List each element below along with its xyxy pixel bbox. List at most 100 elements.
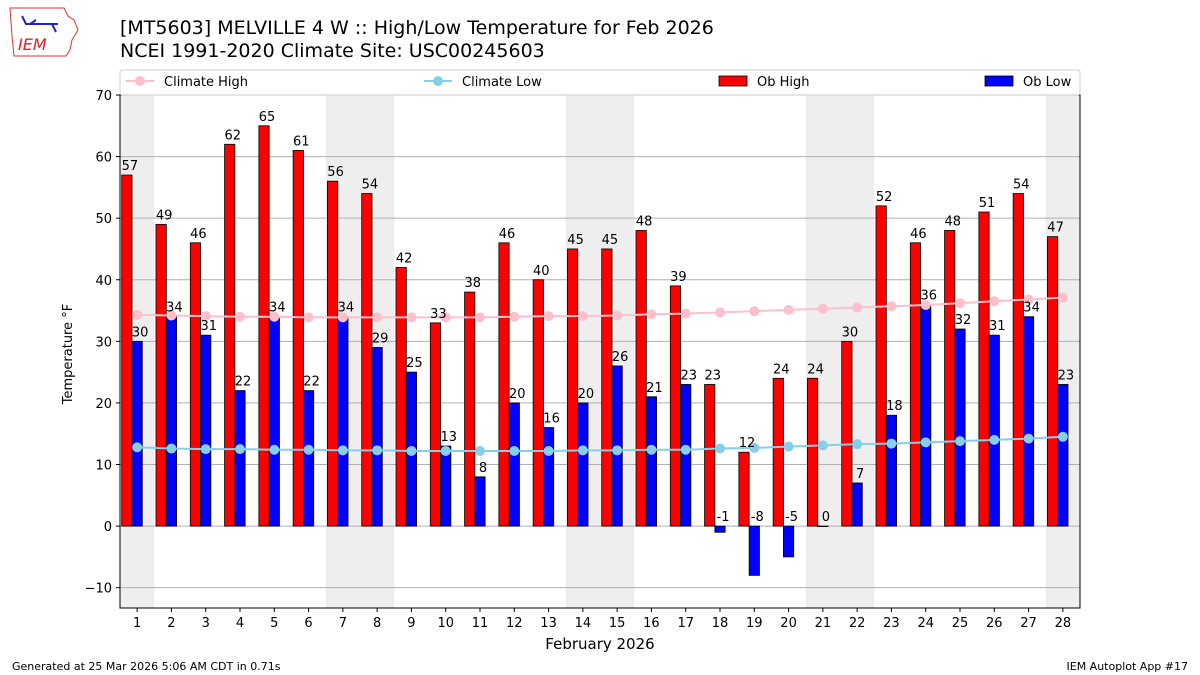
climate-low-point <box>543 445 554 456</box>
ob-high-bar <box>189 242 201 527</box>
ob-high-bar <box>601 248 613 527</box>
legend-climate-high: Climate High <box>164 75 248 90</box>
climate-low-point <box>715 443 725 454</box>
ob-high-bar <box>292 150 304 527</box>
x-tick-label: 16 <box>643 616 660 631</box>
x-tick-label: 17 <box>677 616 694 631</box>
ob-high-label: 62 <box>224 128 241 143</box>
ob-high-bar <box>635 230 647 527</box>
ob-low-bar <box>1023 316 1035 527</box>
x-tick-label: 27 <box>1020 616 1037 631</box>
ob-high-bar <box>429 322 441 527</box>
climate-low-point <box>509 445 520 456</box>
climate-low-point <box>200 444 211 455</box>
ob-high-bar <box>704 384 716 527</box>
ob-low-label: 21 <box>646 381 663 396</box>
ob-low-label: 0 <box>822 510 830 525</box>
ob-low-bar <box>234 390 246 527</box>
climate-low-point <box>612 445 623 456</box>
y-tick-label: 60 <box>95 151 112 166</box>
ob-high-bar <box>1047 236 1059 527</box>
climate-high-point <box>852 302 863 313</box>
ob-high-bar <box>772 377 784 527</box>
climate-high-point <box>715 307 725 318</box>
x-tick-label: 18 <box>712 616 729 631</box>
climate-low-point <box>440 445 451 456</box>
ob-high-bar <box>909 242 921 527</box>
climate-low-line <box>137 435 1063 452</box>
climate-high-point <box>235 311 245 322</box>
climate-high-point <box>132 309 143 320</box>
climate-high-point <box>680 308 691 319</box>
x-tick-label: 21 <box>815 616 832 631</box>
ob-high-label: 46 <box>190 227 207 242</box>
ob-low-bar <box>783 525 795 558</box>
ob-low-label: 29 <box>372 331 389 346</box>
ob-high-bar <box>327 180 339 527</box>
climate-high-point <box>440 312 451 323</box>
ob-low-bar <box>748 525 760 576</box>
climate-high-point <box>406 312 417 323</box>
ob-high-label: 45 <box>567 233 584 248</box>
ob-high-label: 46 <box>910 227 927 242</box>
ob-low-bar <box>680 384 692 527</box>
ob-high-label: 48 <box>944 214 961 229</box>
ob-low-bar <box>508 402 520 527</box>
climate-high-point <box>817 303 828 314</box>
climate-low-point <box>955 436 965 447</box>
ob-low-label: 25 <box>406 356 423 371</box>
x-tick-label: 3 <box>202 616 210 631</box>
ob-low-bar <box>165 316 177 527</box>
x-tick-label: 5 <box>270 616 278 631</box>
climate-low-point <box>372 445 383 456</box>
ob-high-bar <box>567 248 579 527</box>
ob-high-label: 54 <box>1013 178 1030 193</box>
ob-high-bar <box>498 242 510 527</box>
legend-ob-low: Ob Low <box>1023 75 1072 90</box>
ob-low-label: -8 <box>751 510 764 525</box>
climate-low-point <box>269 444 280 455</box>
generated-footer: Generated at 25 Mar 2026 5:06 AM CDT in … <box>12 660 281 673</box>
ob-high-label: 49 <box>156 208 173 223</box>
x-tick-label: 23 <box>883 616 900 631</box>
ob-high-label: 46 <box>499 227 516 242</box>
x-tick-label: 25 <box>952 616 969 631</box>
climate-low-point <box>817 440 828 451</box>
ob-low-bar <box>371 347 383 527</box>
ob-high-label: 45 <box>602 233 619 248</box>
climate-high-point <box>646 309 657 320</box>
y-tick-label: −10 <box>85 582 112 597</box>
climate-low-point <box>1023 433 1034 444</box>
climate-high-point <box>989 296 1000 307</box>
ob-high-label: 12 <box>739 436 756 451</box>
weekend-shade <box>805 95 840 608</box>
ob-low-label: 22 <box>235 375 252 390</box>
climate-high-point <box>1023 294 1034 305</box>
ob-low-bar <box>714 525 726 533</box>
climate-low-point <box>920 437 931 448</box>
climate-low-point <box>1057 431 1068 442</box>
climate-low-point <box>852 439 863 450</box>
climate-high-point <box>749 306 760 317</box>
legend-ob-high-swatch <box>718 75 748 87</box>
climate-high-point <box>955 298 965 309</box>
climate-low-point <box>646 444 657 455</box>
x-tick-label: 14 <box>575 616 592 631</box>
ob-low-label: 23 <box>1058 368 1075 383</box>
ob-low-bar <box>268 316 280 527</box>
y-tick-label: 70 <box>95 89 112 104</box>
ob-high-label: 54 <box>362 178 379 193</box>
ob-low-label: 31 <box>989 319 1006 334</box>
x-tick-label: 1 <box>133 616 141 631</box>
climate-high-point <box>783 304 794 315</box>
ob-high-bar <box>395 267 407 527</box>
ob-high-bar <box>258 125 270 527</box>
x-axis-label: February 2026 <box>545 635 654 653</box>
ob-low-label: 20 <box>509 387 526 402</box>
ob-high-bar <box>944 230 956 527</box>
x-tick-label: 20 <box>780 616 797 631</box>
ob-high-bar <box>669 285 681 527</box>
ob-low-label: 34 <box>269 301 286 316</box>
ob-low-bar <box>1057 384 1069 527</box>
